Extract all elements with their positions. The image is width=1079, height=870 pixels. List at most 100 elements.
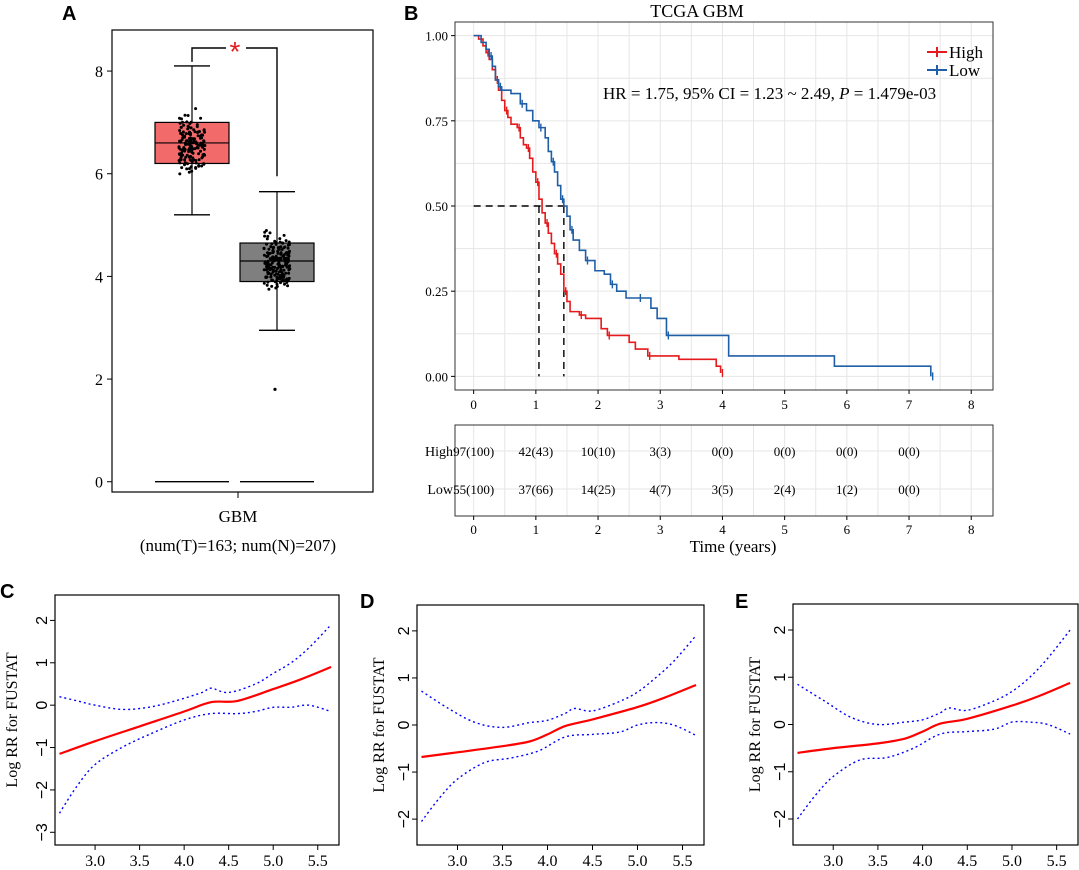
x-tick-label: 2 xyxy=(595,522,602,537)
jitter-point xyxy=(187,170,191,174)
jitter-point xyxy=(286,284,290,288)
jitter-point xyxy=(263,261,267,265)
jitter-point xyxy=(177,146,181,150)
risk-cell: 1(2) xyxy=(836,482,858,497)
x-tick-label: 1 xyxy=(533,397,540,412)
jitter-point xyxy=(194,166,198,170)
x-tick-label: 3 xyxy=(657,397,664,412)
y-tick-label: 8 xyxy=(95,64,103,81)
jitter-point xyxy=(194,161,198,165)
risk-cell: 10(10) xyxy=(581,444,616,459)
jitter-point xyxy=(262,281,266,285)
y-tick-label: 1 xyxy=(772,673,789,682)
jitter-point xyxy=(178,129,182,132)
risk-cell: 0(0) xyxy=(898,444,920,459)
spline-fit-line xyxy=(797,681,1071,754)
y-axis-label: Log RR for FUSTAT xyxy=(747,657,764,792)
jitter-point xyxy=(192,138,196,142)
hazard-ratio-annotation: HR = 1.75, 95% CI = 1.23 ~ 2.49, P = 1.4… xyxy=(603,84,936,103)
confidence-band-upper xyxy=(421,635,697,729)
jitter-point xyxy=(279,251,283,255)
jitter-point xyxy=(287,271,291,275)
jitter-point xyxy=(284,262,288,266)
y-tick-label: 0.25 xyxy=(425,284,448,299)
jitter-point xyxy=(282,246,286,250)
jitter-point xyxy=(197,164,201,168)
jitter-point xyxy=(267,287,271,291)
jitter-point xyxy=(183,134,187,138)
y-tick-label: −1 xyxy=(772,763,789,781)
jitter-point xyxy=(282,268,286,272)
panel-label-e: E xyxy=(735,591,748,613)
box-group-normal xyxy=(239,190,315,483)
p-label: P xyxy=(838,84,849,103)
x-tick-label: 5.5 xyxy=(1047,853,1067,870)
y-tick-label: 0 xyxy=(396,720,413,729)
jitter-point xyxy=(276,249,280,253)
jitter-point xyxy=(265,242,268,246)
jitter-point xyxy=(196,146,200,150)
panel-label-b: B xyxy=(404,3,418,25)
jitter-point xyxy=(202,144,206,148)
jitter-point xyxy=(274,269,278,273)
jitter-point xyxy=(287,240,291,244)
jitter-point xyxy=(184,143,187,146)
jitter-point xyxy=(195,125,199,129)
jitter-point xyxy=(284,251,288,255)
jitter-point xyxy=(180,117,183,121)
jitter-point xyxy=(265,265,268,269)
confidence-band-upper xyxy=(59,624,332,711)
risk-table-xlabel: Time (years) xyxy=(690,537,777,556)
jitter-point xyxy=(272,256,276,260)
x-tick-label: 7 xyxy=(906,522,913,537)
panel-a-frame xyxy=(111,29,374,493)
jitter-point xyxy=(179,131,183,135)
jitter-point xyxy=(184,132,188,136)
jitter-point xyxy=(285,281,289,284)
jitter-point xyxy=(186,127,190,131)
jitter-point xyxy=(198,143,202,147)
jitter-point xyxy=(268,257,272,261)
x-tick-label: 5.5 xyxy=(673,853,693,870)
significance-star: * xyxy=(230,36,241,67)
jitter-point xyxy=(197,158,201,162)
jitter-point xyxy=(273,273,277,277)
x-tick-label: 0 xyxy=(470,522,477,537)
jitter-point xyxy=(188,136,192,140)
y-tick-label: −2 xyxy=(772,810,789,828)
y-tick-label: −2 xyxy=(34,781,51,799)
jitter-point xyxy=(182,123,186,127)
x-tick-label: 5.0 xyxy=(1002,853,1022,870)
x-tick-label: 0 xyxy=(470,397,477,412)
jitter-point xyxy=(182,146,186,149)
y-tick-label: 2 xyxy=(396,626,413,635)
x-tick-label: 4.5 xyxy=(583,853,603,870)
panel-label-c: C xyxy=(0,581,14,603)
y-axis-label: Log RR for FUSTAT xyxy=(4,652,21,787)
jitter-point xyxy=(265,283,269,287)
jitter-point xyxy=(280,279,284,283)
jitter-point xyxy=(179,140,183,144)
significance-star-bg xyxy=(226,38,246,56)
jitter-point xyxy=(273,239,277,243)
jitter-point xyxy=(265,275,269,279)
y-tick-label: −3 xyxy=(34,823,51,841)
jitter-point xyxy=(200,164,204,168)
x-tick-label: 5.0 xyxy=(628,853,648,870)
jitter-point xyxy=(284,271,288,275)
jitter-point xyxy=(286,278,290,282)
jitter-point xyxy=(277,263,281,267)
jitter-point xyxy=(276,267,279,270)
jitter-point xyxy=(275,282,279,286)
x-tick-label: 3.0 xyxy=(448,853,468,870)
jitter-point xyxy=(274,242,278,246)
x-tick-label: 1 xyxy=(533,522,540,537)
jitter-point xyxy=(262,247,266,251)
y-tick-label: −2 xyxy=(396,810,413,828)
jitter-point xyxy=(280,274,284,278)
jitter-point xyxy=(266,280,270,284)
y-axis-label: Log RR for FUSTAT xyxy=(371,657,388,792)
jitter-point xyxy=(190,169,194,173)
x-tick-label: 4.5 xyxy=(219,853,239,870)
y-tick-label: 4 xyxy=(95,269,103,286)
